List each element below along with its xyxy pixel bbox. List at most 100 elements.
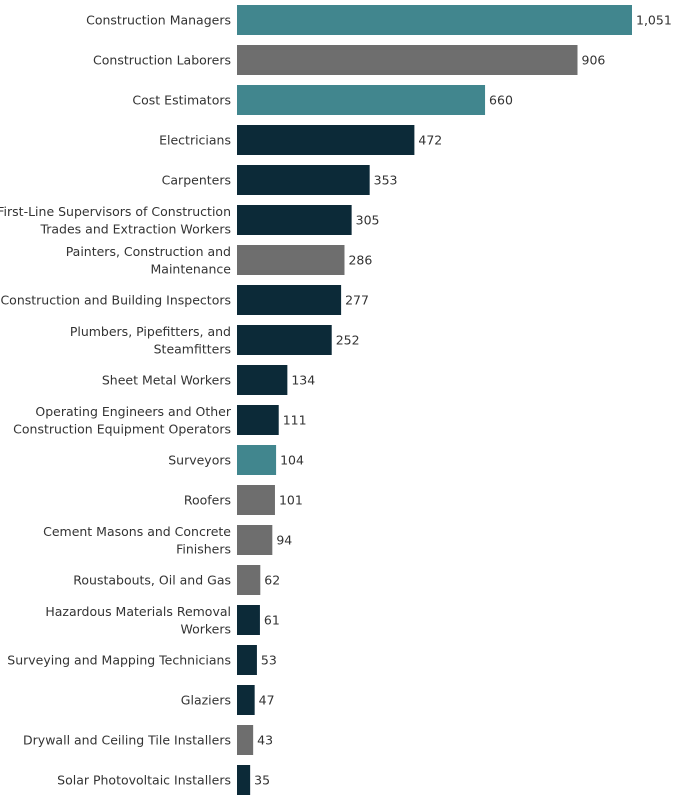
category-label-line: Painters, Construction and [66, 244, 231, 259]
bar-row: 53 Surveying and Mapping Technicians [7, 645, 277, 675]
bar-row: 1,051 Construction Managers [86, 5, 672, 35]
bar [237, 765, 251, 795]
category-label: Construction Laborers [93, 53, 231, 68]
bar-value-label: 305 [356, 213, 380, 228]
category-label: Carpenters [162, 173, 231, 188]
category-label: Surveyors [168, 453, 231, 468]
category-label: Cost Estimators [132, 93, 231, 108]
bar-value-label: 111 [283, 413, 307, 428]
bar-value-label: 104 [280, 453, 304, 468]
category-label-line: Surveying and Mapping Technicians [7, 653, 231, 668]
bar-row: 353 Carpenters [162, 165, 398, 195]
bar [237, 605, 260, 635]
category-label-line: Roustabouts, Oil and Gas [73, 573, 231, 588]
category-label: Operating Engineers and Other Constructio… [13, 404, 232, 437]
category-label-line: Construction and Building Inspectors [0, 293, 231, 308]
category-label-line: Surveyors [168, 453, 231, 468]
bar [237, 165, 370, 195]
bar [237, 245, 345, 275]
category-label: Construction Managers [86, 13, 231, 28]
category-label-line: Sheet Metal Workers [102, 373, 231, 388]
category-label: Plumbers, Pipefitters, and Steamfitters [70, 324, 231, 357]
bar-value-label: 277 [345, 293, 369, 308]
bar-row: 134 Sheet Metal Workers [102, 365, 315, 395]
bar-row: 35 Solar Photovoltaic Installers [57, 765, 270, 795]
category-label-line: Drywall and Ceiling Tile Installers [23, 733, 231, 748]
bar-row: 660 Cost Estimators [132, 85, 513, 115]
category-label-line: Steamfitters [154, 341, 231, 356]
category-label-line: Cement Masons and Concrete [43, 524, 231, 539]
bar [237, 645, 257, 675]
bar [237, 405, 279, 435]
category-label-line: Operating Engineers and Other [35, 404, 231, 419]
bar-row: 472 Electricians [159, 125, 442, 155]
category-label-line: Construction Managers [86, 13, 231, 28]
bar-value-label: 353 [374, 173, 398, 188]
category-label: First-Line Supervisors of Construction Tr… [0, 204, 231, 237]
category-label-line: Construction Equipment Operators [13, 421, 231, 436]
bar [237, 685, 255, 715]
bar-value-label: 906 [582, 53, 606, 68]
category-label: Surveying and Mapping Technicians [7, 653, 231, 668]
bar-value-label: 101 [279, 493, 303, 508]
category-label-line: First-Line Supervisors of Construction [0, 204, 231, 219]
bar-value-label: 134 [291, 373, 315, 388]
bar-value-label: 660 [489, 93, 513, 108]
bar-row: 61 Hazardous Materials Removal Workers [45, 604, 279, 637]
bar-value-label: 61 [264, 613, 280, 628]
category-label-line: Glaziers [181, 693, 231, 708]
category-label: Solar Photovoltaic Installers [57, 773, 231, 788]
bar [237, 125, 415, 155]
bar-value-label: 472 [418, 133, 442, 148]
bar-row: 101 Roofers [184, 485, 303, 515]
category-label-line: Carpenters [162, 173, 231, 188]
category-label: Sheet Metal Workers [102, 373, 231, 388]
bar-row: 104 Surveyors [168, 445, 304, 475]
category-label: Cement Masons and Concrete Finishers [43, 524, 231, 557]
bar-row: 111 Operating Engineers and Other Construc… [13, 404, 306, 437]
bar-row: 43 Drywall and Ceiling Tile Installers [23, 725, 273, 755]
bar-row: 277 Construction and Building Inspectors [0, 285, 369, 315]
bar-value-label: 252 [336, 333, 360, 348]
bar-value-label: 1,051 [636, 13, 672, 28]
bar-row: 305 First-Line Supervisors of Constructio… [0, 204, 379, 237]
bar-value-label: 94 [276, 533, 292, 548]
bar-value-label: 35 [254, 773, 270, 788]
bar [237, 725, 254, 755]
category-label: Drywall and Ceiling Tile Installers [23, 733, 231, 748]
category-label: Roustabouts, Oil and Gas [73, 573, 231, 588]
category-label-line: Trades and Extraction Workers [39, 221, 231, 236]
bar [237, 5, 632, 35]
category-label: Electricians [159, 133, 231, 148]
category-label-line: Finishers [176, 541, 231, 556]
category-label: Painters, Construction and Maintenance [66, 244, 232, 277]
category-label-line: Workers [180, 621, 231, 636]
bar-row: 47 Glaziers [181, 685, 275, 715]
bar-row: 252 Plumbers, Pipefitters, and Steamfitter… [70, 324, 360, 357]
bar [237, 285, 342, 315]
category-label-line: Cost Estimators [132, 93, 231, 108]
bar-value-label: 43 [257, 733, 273, 748]
category-label-line: Electricians [159, 133, 231, 148]
category-label: Roofers [184, 493, 231, 508]
bar-value-label: 53 [261, 653, 277, 668]
category-label: Glaziers [181, 693, 231, 708]
bar [237, 445, 277, 475]
bar-row: 286 Painters, Construction and Maintenance [66, 244, 373, 277]
bar-row: 906 Construction Laborers [93, 45, 605, 75]
category-label-line: Roofers [184, 493, 231, 508]
bars-layer: 1,051 Construction Managers 906 Constructio… [0, 5, 672, 795]
bar-value-label: 62 [264, 573, 280, 588]
bar-row: 62 Roustabouts, Oil and Gas [73, 565, 280, 595]
bar [237, 205, 352, 235]
bar [237, 45, 578, 75]
bar [237, 525, 273, 555]
bar [237, 565, 261, 595]
bar-value-label: 286 [348, 253, 372, 268]
category-label-line: Maintenance [151, 261, 232, 276]
category-label: Construction and Building Inspectors [0, 293, 231, 308]
bar [237, 485, 275, 515]
category-label-line: Construction Laborers [93, 53, 231, 68]
bar-value-label: 47 [259, 693, 275, 708]
